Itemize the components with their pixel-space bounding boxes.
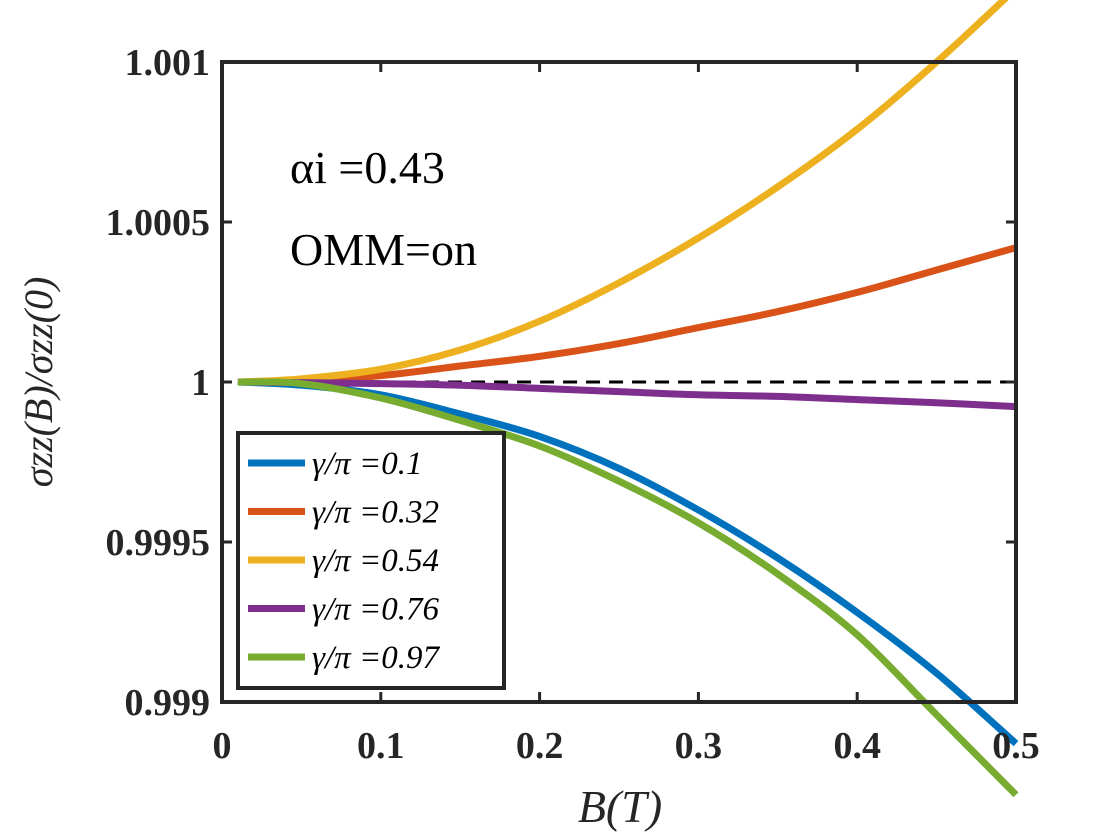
series-line-4 [237, 378, 1017, 411]
legend-label-5: γ/π =0.97 [312, 640, 440, 676]
x-tick-label: 0.4 [833, 725, 881, 767]
annotation-alpha: αi =0.43 [290, 142, 445, 193]
annotation-omm: OMM=on [290, 224, 477, 275]
y-tick-label: 1.0005 [106, 202, 211, 244]
ticks: 0 0.1 0.2 0.3 0.4 0.5 0.999 0.9995 1 1.0005 1.001 [106, 42, 1040, 767]
series-line-5 [237, 378, 1019, 798]
x-tick-label: 0 [213, 725, 232, 767]
x-tick-label: 0.2 [516, 725, 564, 767]
y-tick-label: 0.999 [125, 682, 211, 724]
legend-label-4: γ/π =0.76 [312, 592, 439, 628]
x-tick-label: 0.3 [675, 725, 723, 767]
y-axis-label: σzz(B)/σzz(0) [16, 277, 61, 488]
series-line-2 [237, 244, 1017, 386]
y-tick-label: 0.9995 [106, 522, 211, 564]
series-layer [237, 0, 1019, 798]
y-tick-label: 1 [191, 362, 210, 404]
legend-label-2: γ/π =0.32 [312, 495, 439, 531]
x-axis-label: B(T) [578, 781, 662, 832]
series-line-3 [237, 0, 1009, 386]
x-tick-label: 0.1 [357, 725, 405, 767]
x-tick-label: 0.5 [992, 725, 1040, 767]
legend-label-1: γ/π =0.1 [312, 446, 422, 482]
y-tick-label: 1.001 [125, 42, 211, 84]
legend: γ/π =0.1 γ/π =0.32 γ/π =0.54 γ/π =0.76 γ/π =… [236, 431, 506, 690]
legend-label-3: γ/π =0.54 [312, 543, 439, 579]
